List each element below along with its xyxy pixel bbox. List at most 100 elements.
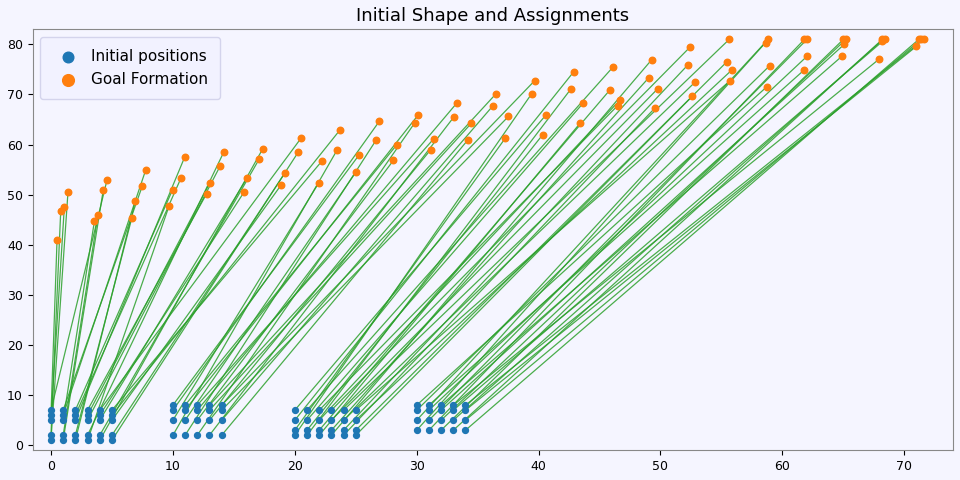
- Initial positions: [56, 436, 71, 444]
- Goal Formation: [572, 120, 588, 127]
- Legend: Initial positions, Goal Formation: Initial positions, Goal Formation: [40, 37, 220, 99]
- Goal Formation: [647, 104, 662, 112]
- Goal Formation: [535, 131, 550, 138]
- Initial positions: [311, 407, 326, 414]
- Goal Formation: [874, 37, 889, 45]
- Initial positions: [433, 407, 448, 414]
- Goal Formation: [276, 169, 292, 177]
- Initial positions: [178, 432, 193, 439]
- Goal Formation: [602, 86, 617, 94]
- Goal Formation: [719, 58, 734, 66]
- Goal Formation: [527, 77, 542, 84]
- Goal Formation: [426, 135, 442, 143]
- Initial positions: [311, 432, 326, 439]
- Initial positions: [445, 417, 461, 424]
- Initial positions: [311, 426, 326, 434]
- Goal Formation: [407, 119, 422, 126]
- Initial positions: [300, 417, 315, 424]
- Initial positions: [433, 426, 448, 434]
- Initial positions: [421, 401, 437, 409]
- Goal Formation: [461, 136, 476, 144]
- Initial positions: [202, 432, 217, 439]
- Initial positions: [433, 417, 448, 424]
- Goal Formation: [236, 189, 252, 196]
- Goal Formation: [96, 186, 111, 193]
- Goal Formation: [446, 113, 462, 121]
- Goal Formation: [274, 181, 289, 189]
- Initial positions: [92, 432, 108, 439]
- Goal Formation: [254, 145, 270, 153]
- Goal Formation: [644, 56, 660, 64]
- Goal Formation: [914, 36, 929, 43]
- Initial positions: [105, 417, 120, 424]
- Initial positions: [189, 432, 204, 439]
- Goal Formation: [489, 90, 504, 98]
- Goal Formation: [90, 211, 106, 219]
- Initial positions: [336, 432, 351, 439]
- Goal Formation: [329, 146, 345, 154]
- Goal Formation: [683, 43, 698, 50]
- Goal Formation: [53, 208, 68, 216]
- Initial positions: [458, 417, 473, 424]
- Goal Formation: [916, 36, 931, 43]
- Goal Formation: [797, 66, 812, 73]
- Initial positions: [421, 407, 437, 414]
- Goal Formation: [605, 64, 620, 72]
- Initial positions: [409, 426, 424, 434]
- Initial positions: [421, 417, 437, 424]
- Initial positions: [105, 411, 120, 419]
- Initial positions: [43, 411, 59, 419]
- Goal Formation: [836, 40, 852, 48]
- Goal Formation: [539, 111, 554, 119]
- Goal Formation: [877, 36, 893, 43]
- Goal Formation: [485, 102, 500, 110]
- Initial positions: [348, 417, 364, 424]
- Goal Formation: [161, 202, 177, 210]
- Goal Formation: [722, 77, 737, 85]
- Initial positions: [409, 417, 424, 424]
- Initial positions: [445, 426, 461, 434]
- Initial positions: [178, 401, 193, 409]
- Goal Formation: [575, 99, 590, 107]
- Goal Formation: [134, 182, 150, 190]
- Goal Formation: [760, 36, 776, 43]
- Initial positions: [202, 417, 217, 424]
- Initial positions: [409, 407, 424, 414]
- Initial positions: [458, 426, 473, 434]
- Goal Formation: [687, 78, 703, 86]
- Initial positions: [178, 417, 193, 424]
- Initial positions: [287, 432, 302, 439]
- Initial positions: [56, 417, 71, 424]
- Initial positions: [348, 432, 364, 439]
- Initial positions: [165, 401, 180, 409]
- Initial positions: [165, 417, 180, 424]
- Initial positions: [80, 432, 95, 439]
- Goal Formation: [641, 74, 657, 82]
- Goal Formation: [216, 149, 231, 156]
- Goal Formation: [762, 62, 778, 70]
- Initial positions: [105, 407, 120, 414]
- Initial positions: [80, 411, 95, 419]
- Goal Formation: [498, 134, 514, 142]
- Goal Formation: [60, 188, 76, 195]
- Initial positions: [445, 407, 461, 414]
- Initial positions: [348, 426, 364, 434]
- Goal Formation: [199, 190, 214, 198]
- Goal Formation: [423, 146, 439, 154]
- Initial positions: [458, 401, 473, 409]
- Goal Formation: [212, 162, 228, 170]
- Initial positions: [80, 407, 95, 414]
- Goal Formation: [684, 93, 700, 100]
- Initial positions: [80, 436, 95, 444]
- Goal Formation: [314, 157, 329, 165]
- Initial positions: [409, 401, 424, 409]
- Initial positions: [56, 407, 71, 414]
- Initial positions: [56, 411, 71, 419]
- Initial positions: [214, 401, 229, 409]
- Goal Formation: [372, 118, 387, 125]
- Goal Formation: [836, 36, 852, 43]
- Goal Formation: [566, 68, 582, 76]
- Initial positions: [287, 426, 302, 434]
- Goal Formation: [49, 236, 64, 244]
- Goal Formation: [386, 156, 401, 164]
